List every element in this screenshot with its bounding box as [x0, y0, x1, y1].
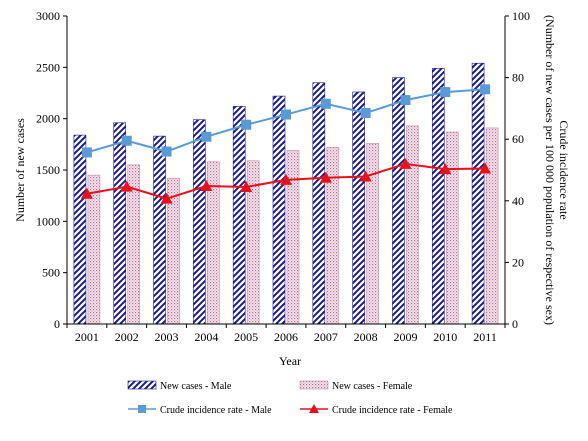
marker-female-rate-2002 — [120, 180, 133, 192]
bar-male-2010 — [431, 68, 445, 325]
bar-male-2002 — [113, 122, 127, 325]
legend-swatch-male-rate-marker — [138, 405, 146, 413]
marker-male-rate-2004 — [201, 131, 212, 142]
y2-tick-label-100: 100 — [512, 9, 530, 23]
marker-female-rate-2004 — [200, 180, 213, 192]
legend: New cases - Male New cases - Female Crud… — [127, 380, 453, 416]
bars-layer — [73, 62, 499, 325]
marker-male-rate-2011 — [480, 84, 491, 95]
marker-female-rate-2001 — [80, 187, 93, 199]
y2-tick-label-60: 60 — [512, 132, 524, 146]
bar-male-2004 — [193, 119, 206, 325]
y2-axis-title-line2: (Number of new cases per 100 000 populat… — [543, 15, 557, 325]
marker-male-rate-2002 — [121, 135, 132, 146]
y-tick-label-2000: 2000 — [36, 112, 60, 126]
x-tick-label-2005: 2005 — [234, 330, 258, 344]
x-tick-label-2011: 2011 — [473, 330, 497, 344]
x-tick-label-2001: 2001 — [75, 330, 99, 344]
marker-male-rate-2005 — [241, 119, 252, 130]
y-tick-label-0: 0 — [54, 317, 60, 331]
marker-female-rate-2005 — [240, 180, 253, 192]
x-tick-label-2003: 2003 — [155, 330, 179, 344]
x-tick-label-2006: 2006 — [274, 330, 298, 344]
bar-male-2007 — [312, 82, 326, 325]
legend-label-male-rate: Crude incidence rate - Male — [160, 405, 272, 416]
y-tick-label-2500: 2500 — [36, 60, 60, 74]
x-tick-label-2004: 2004 — [194, 330, 218, 344]
axes-layer: 0 500 1000 1500 2000 2500 3000 0 20 40 60 80 100 2001… — [36, 9, 530, 344]
bar-male-2008 — [352, 91, 365, 325]
legend-label-male-bars: New cases - Male — [160, 381, 232, 392]
y-tick-label-1000: 1000 — [36, 214, 60, 228]
bar-male-2006 — [272, 95, 286, 325]
x-tick-label-2009: 2009 — [393, 330, 417, 344]
marker-female-rate-2011 — [479, 162, 492, 174]
y2-axis-title-line1: Crude incidence rate — [557, 120, 571, 219]
x-tick-label-2010: 2010 — [433, 330, 457, 344]
marker-male-rate-2001 — [81, 147, 92, 158]
bar-female-2011 — [485, 127, 499, 325]
legend-swatch-male-bars — [127, 380, 157, 390]
y-tick-label-500: 500 — [42, 266, 60, 280]
legend-swatch-female-rate-marker — [309, 404, 319, 413]
bar-male-2011 — [471, 62, 485, 325]
bar-male-2009 — [392, 77, 405, 325]
bar-male-2005 — [232, 106, 246, 325]
marker-male-rate-2007 — [320, 98, 331, 109]
y-tick-label-3000: 3000 — [36, 9, 60, 23]
marker-male-rate-2006 — [281, 109, 291, 120]
marker-male-rate-2009 — [400, 95, 411, 106]
line-male-rate — [86, 88, 486, 154]
legend-label-female-rate: Crude incidence rate - Female — [332, 405, 453, 416]
y2-tick-label-40: 40 — [512, 194, 524, 208]
y-axis-title: Number of new cases — [13, 118, 27, 222]
y2-tick-label-80: 80 — [512, 71, 524, 85]
x-tick-label-2002: 2002 — [115, 330, 139, 344]
y2-tick-label-0: 0 — [512, 317, 518, 331]
bar-male-2001 — [73, 134, 87, 325]
bar-female-2008 — [366, 143, 379, 325]
bar-male-2003 — [153, 135, 166, 325]
bar-female-2007 — [326, 147, 340, 325]
x-tick-label-2008: 2008 — [354, 330, 378, 344]
bar-female-2010 — [445, 131, 459, 325]
marker-male-rate-2003 — [161, 146, 172, 157]
marker-female-rate-2003 — [160, 192, 173, 204]
y2-tick-label-20: 20 — [512, 255, 524, 269]
marker-male-rate-2008 — [360, 108, 371, 119]
x-tick-label-2007: 2007 — [314, 330, 338, 344]
bar-female-2006 — [286, 150, 300, 325]
lines-layer — [80, 84, 492, 204]
y-tick-label-1500: 1500 — [36, 163, 60, 177]
marker-female-rate-2008 — [359, 170, 372, 182]
legend-label-female-bars: New cases - Female — [332, 381, 413, 392]
marker-female-rate-2009 — [399, 157, 412, 169]
bar-female-2009 — [406, 125, 419, 325]
x-axis-title: Year — [279, 354, 301, 368]
marker-female-rate-2006 — [280, 173, 292, 185]
marker-female-rate-2010 — [439, 163, 452, 175]
marker-female-rate-2007 — [319, 171, 332, 183]
marker-male-rate-2010 — [440, 87, 451, 98]
legend-swatch-female-bars — [299, 380, 329, 390]
